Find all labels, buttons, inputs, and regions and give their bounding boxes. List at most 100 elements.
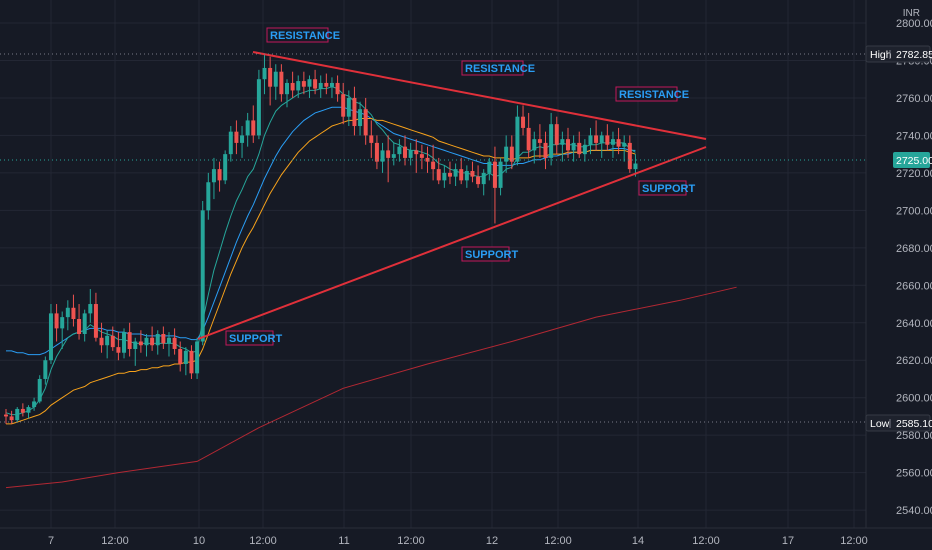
candle (313, 69, 318, 95)
candle (352, 86, 357, 136)
candle (391, 142, 396, 166)
x-tick-label: 12:00 (544, 535, 572, 547)
candle (397, 139, 402, 162)
support-trendline[interactable] (197, 146, 707, 340)
candle (4, 408, 8, 424)
y-tick-label: 2580.00 (896, 430, 932, 442)
candle (616, 127, 621, 155)
candle (133, 337, 138, 366)
candle (431, 144, 436, 181)
candle (251, 105, 256, 143)
svg-text:SUPPORT: SUPPORT (465, 249, 518, 261)
candle (447, 161, 452, 185)
candle (200, 200, 205, 346)
candle (206, 172, 211, 220)
candle (380, 142, 385, 173)
y-tick-label: 2640.00 (896, 318, 932, 330)
candle (71, 294, 76, 327)
annotation-resistance-1[interactable]: RESISTANCE (266, 27, 340, 43)
x-tick-label: 14 (632, 535, 644, 547)
candle (110, 326, 115, 351)
current-price-label: 2725.00 (893, 152, 932, 168)
candle (285, 79, 289, 108)
svg-text:2585.10: 2585.10 (896, 418, 932, 430)
candle (172, 328, 177, 355)
candle (414, 139, 419, 173)
candle (346, 90, 351, 127)
candle (498, 157, 503, 196)
annotation-resistance-2[interactable]: RESISTANCE (461, 60, 535, 76)
candle (60, 311, 65, 349)
high-price-label: High 2782.85 (865, 45, 932, 63)
y-tick-label: 2600.00 (896, 393, 932, 405)
svg-text:SUPPORT: SUPPORT (229, 333, 282, 345)
candle (453, 163, 458, 186)
candle (537, 124, 542, 158)
svg-text:2782.85: 2782.85 (896, 49, 932, 61)
x-tick-label: 17 (782, 535, 794, 547)
candles (4, 54, 638, 424)
candle (543, 131, 548, 170)
x-tick-label: 12:00 (397, 535, 425, 547)
candle (105, 330, 110, 359)
y-tick-label: 2800.00 (896, 18, 932, 30)
candle (290, 71, 295, 98)
candle (464, 165, 469, 188)
candle (329, 77, 334, 98)
time-axis[interactable]: 7 12:00 10 12:00 11 12:00 12 12:00 14 12:00 17 12:0… (0, 527, 932, 547)
resistance-trendline[interactable] (252, 51, 707, 140)
candle (99, 322, 104, 353)
y-tick-label: 2660.00 (896, 280, 932, 292)
y-tick-label: 2740.00 (896, 130, 932, 142)
candle (554, 116, 559, 155)
candle (32, 397, 37, 411)
candle (88, 289, 93, 323)
annotation-support-2[interactable]: SUPPORT (461, 246, 518, 262)
candle (178, 341, 183, 372)
candle (459, 157, 464, 185)
ma-slow-line (6, 118, 636, 425)
candle (566, 127, 570, 158)
candle (318, 75, 323, 98)
svg-text:RESISTANCE: RESISTANCE (270, 30, 340, 42)
candle (599, 131, 604, 158)
candle (116, 332, 121, 361)
candle (223, 150, 228, 185)
annotation-support-1[interactable]: SUPPORT (225, 330, 282, 346)
candle (301, 71, 306, 95)
candle (228, 126, 233, 162)
ma-long-line (5, 286, 737, 489)
candle (48, 304, 53, 364)
x-tick-label: 12 (486, 535, 498, 547)
candle (138, 330, 143, 353)
y-tick-label: 2680.00 (896, 243, 932, 255)
x-tick-label: 7 (48, 535, 54, 547)
candle (144, 334, 149, 357)
candle (532, 131, 537, 164)
candle (442, 165, 447, 188)
annotation-support-3[interactable]: SUPPORT (638, 180, 695, 196)
candle (65, 300, 70, 331)
currency-label: INR (903, 8, 920, 19)
candle (571, 135, 576, 162)
annotation-resistance-3[interactable]: RESISTANCE (615, 86, 689, 102)
candle (492, 146, 497, 224)
candle (324, 73, 329, 95)
candle (358, 101, 363, 136)
x-tick-label: 12:00 (692, 535, 720, 547)
candle (470, 161, 475, 183)
trendlines[interactable] (197, 51, 707, 340)
candle (374, 135, 379, 170)
x-tick-label: 11 (338, 535, 349, 547)
ma-mid-line (6, 106, 636, 356)
candle (521, 105, 526, 136)
y-tick-label: 2700.00 (896, 205, 932, 217)
candle (183, 347, 188, 376)
y-tick-label: 2720.00 (896, 168, 932, 180)
candle (77, 304, 82, 340)
candle (515, 105, 520, 166)
candle (93, 292, 98, 342)
candle (234, 120, 239, 155)
